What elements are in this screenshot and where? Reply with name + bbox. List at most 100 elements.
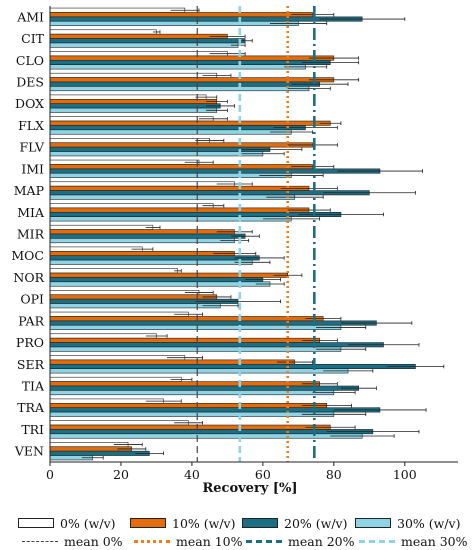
y-tick-label: SER <box>17 357 45 372</box>
error-bar-pro-series-3 <box>316 347 367 351</box>
error-bar-cit-series-3 <box>230 43 246 47</box>
error-bar-des-series-1 <box>308 78 360 82</box>
bar-par-series-3 <box>49 324 342 330</box>
x-tick-label: 0 <box>46 467 54 482</box>
bar-cit-series-2 <box>49 38 246 44</box>
error-bar-map-series-1 <box>280 186 338 191</box>
error-bar-tia-series-2 <box>340 386 377 390</box>
bar-cit-series-0 <box>49 29 157 35</box>
error-bar-cit-series-1 <box>209 34 246 39</box>
bar-nor-series-2 <box>49 277 264 283</box>
bar-ven-series-2 <box>49 450 150 456</box>
x-tick-label: 60 <box>255 467 271 482</box>
error-bar-tia-series-3 <box>312 390 356 395</box>
legend-label: 30% (w/v) <box>397 515 461 531</box>
bar-map-series-2 <box>49 190 370 196</box>
y-tick-label: PAR <box>18 313 44 328</box>
error-bar-flv-series-2 <box>238 147 303 152</box>
y-tick-label: MIA <box>17 205 45 220</box>
bar-clo-series-1 <box>49 55 335 61</box>
error-bar-dox-series-1 <box>206 99 228 104</box>
error-bar-mir-series-1 <box>216 230 253 234</box>
error-bar-flv-series-3 <box>241 151 285 156</box>
bar-mir-series-1 <box>49 229 235 235</box>
y-tick-label: PRO <box>16 335 44 350</box>
bar-imi-series-0 <box>49 159 200 165</box>
bar-pro-series-1 <box>49 337 320 343</box>
error-bar-map-series-2 <box>323 190 416 195</box>
bar-mia-series-2 <box>49 211 342 217</box>
error-bar-opi-series-3 <box>202 303 239 308</box>
error-bar-tra-series-0 <box>145 399 182 403</box>
legend-label: mean 20% <box>288 533 355 549</box>
error-bar-ven-series-2 <box>135 451 164 456</box>
bar-pro-series-2 <box>49 342 384 348</box>
y-tick-label: NOR <box>13 270 44 285</box>
y-tick-label: DES <box>16 75 44 90</box>
plot-area <box>49 6 445 462</box>
error-bar-nor-series-2 <box>245 277 282 282</box>
legend-label: mean 0% <box>64 533 123 549</box>
error-bar-flv-series-0 <box>195 138 225 143</box>
bar-moc-series-3 <box>49 259 253 265</box>
bar-ser-series-1 <box>49 359 296 365</box>
bar-tia-series-3 <box>49 390 335 396</box>
bar-flv-series-1 <box>49 142 313 148</box>
error-bar-moc-series-2 <box>234 256 285 260</box>
error-bar-nor-series-0 <box>174 269 182 273</box>
bar-mia-series-0 <box>49 203 214 209</box>
error-bar-tia-series-1 <box>301 382 338 386</box>
bar-map-series-1 <box>49 185 310 191</box>
y-tick-label: TRI <box>21 422 44 437</box>
bar-flv-series-0 <box>49 138 210 144</box>
y-tick-label: MAP <box>14 183 44 198</box>
error-bar-pro-series-0 <box>145 334 168 338</box>
bar-par-series-2 <box>49 320 377 326</box>
error-bar-nor-series-1 <box>273 273 303 278</box>
error-bar-ser-series-0 <box>167 355 203 360</box>
error-bar-clo-series-3 <box>284 65 328 69</box>
error-bar-imi-series-3 <box>259 173 324 178</box>
bar-dox-series-2 <box>49 103 221 109</box>
legend-item-mean-0: mean 0% <box>22 533 123 549</box>
legend-item-series-2: 20% (w/v) <box>242 515 347 531</box>
error-bar-imi-series-1 <box>291 164 335 169</box>
bar-opi-series-1 <box>49 294 218 300</box>
bar-imi-series-2 <box>49 168 381 174</box>
legend-swatch <box>18 518 54 528</box>
error-bar-des-series-0 <box>202 73 232 78</box>
bar-mia-series-1 <box>49 207 310 213</box>
bar-dox-series-1 <box>49 99 218 105</box>
error-bar-par-series-3 <box>316 325 367 330</box>
error-bar-flx-series-1 <box>319 121 342 126</box>
bar-moc-series-1 <box>49 251 235 257</box>
legend-swatch <box>355 518 391 528</box>
x-tick-label: 20 <box>113 467 129 482</box>
legend-item-mean-1: mean 10% <box>134 533 243 549</box>
bar-ser-series-2 <box>49 363 416 369</box>
error-bar-mia-series-3 <box>262 217 321 221</box>
legend-item-mean-2: mean 20% <box>246 533 355 549</box>
error-bar-tia-series-0 <box>170 377 193 382</box>
bar-pro-series-3 <box>49 346 342 352</box>
bar-nor-series-3 <box>49 281 271 287</box>
bar-opi-series-0 <box>49 290 200 296</box>
error-bar-clo-series-2 <box>301 60 360 65</box>
error-bar-imi-series-2 <box>337 169 423 173</box>
error-bar-flx-series-2 <box>273 125 338 130</box>
bar-flv-series-2 <box>49 146 271 152</box>
legend-item-mean-3: mean 30% <box>359 533 468 549</box>
y-tick-label: AMI <box>16 9 44 24</box>
y-tick-label: VEN <box>14 444 44 459</box>
bar-dox-series-0 <box>49 94 207 100</box>
bar-cit-series-1 <box>49 33 228 39</box>
error-bar-ser-series-2 <box>387 364 445 369</box>
bar-par-series-1 <box>49 316 324 322</box>
bar-ami-series-0 <box>49 7 186 13</box>
error-bar-mir-series-2 <box>230 234 260 238</box>
error-bar-tri-series-2 <box>326 429 420 434</box>
error-bar-ami-series-2 <box>319 17 406 21</box>
bar-imi-series-1 <box>49 164 313 170</box>
bar-map-series-3 <box>49 194 296 200</box>
bar-ser-series-3 <box>49 368 349 374</box>
